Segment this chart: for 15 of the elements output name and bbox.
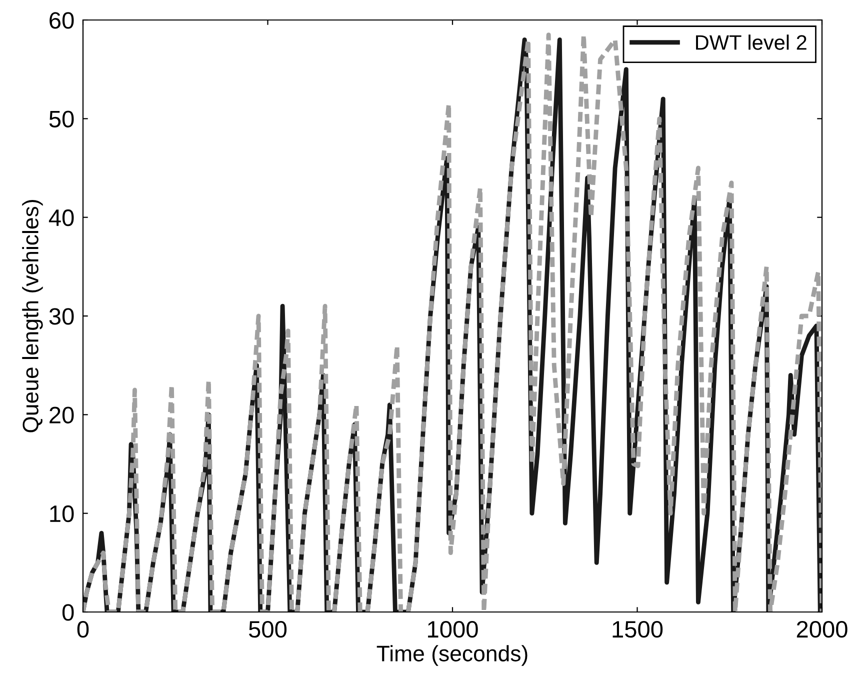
y-tick-label: 30: [49, 308, 74, 325]
y-axis-title: Queue length (vehicles): [22, 200, 43, 432]
y-tick-label: 10: [50, 505, 74, 522]
y-tick-label: 60: [50, 12, 74, 29]
x-tick-label: 1500: [612, 620, 663, 638]
legend-label: DWT level 2: [696, 34, 806, 50]
y-tick-label: 40: [48, 209, 74, 226]
x-axis-title: Time (seconds): [376, 645, 528, 666]
x-tick-label: 0: [77, 620, 89, 638]
y-tick-label: 0: [62, 604, 74, 621]
y-tick-label: 50: [49, 110, 74, 128]
x-tick-label: 500: [249, 620, 287, 638]
x-tick-label: 1000: [428, 620, 478, 638]
x-tick-label: 2000: [796, 620, 848, 638]
y-tick-label: 20: [50, 406, 74, 424]
